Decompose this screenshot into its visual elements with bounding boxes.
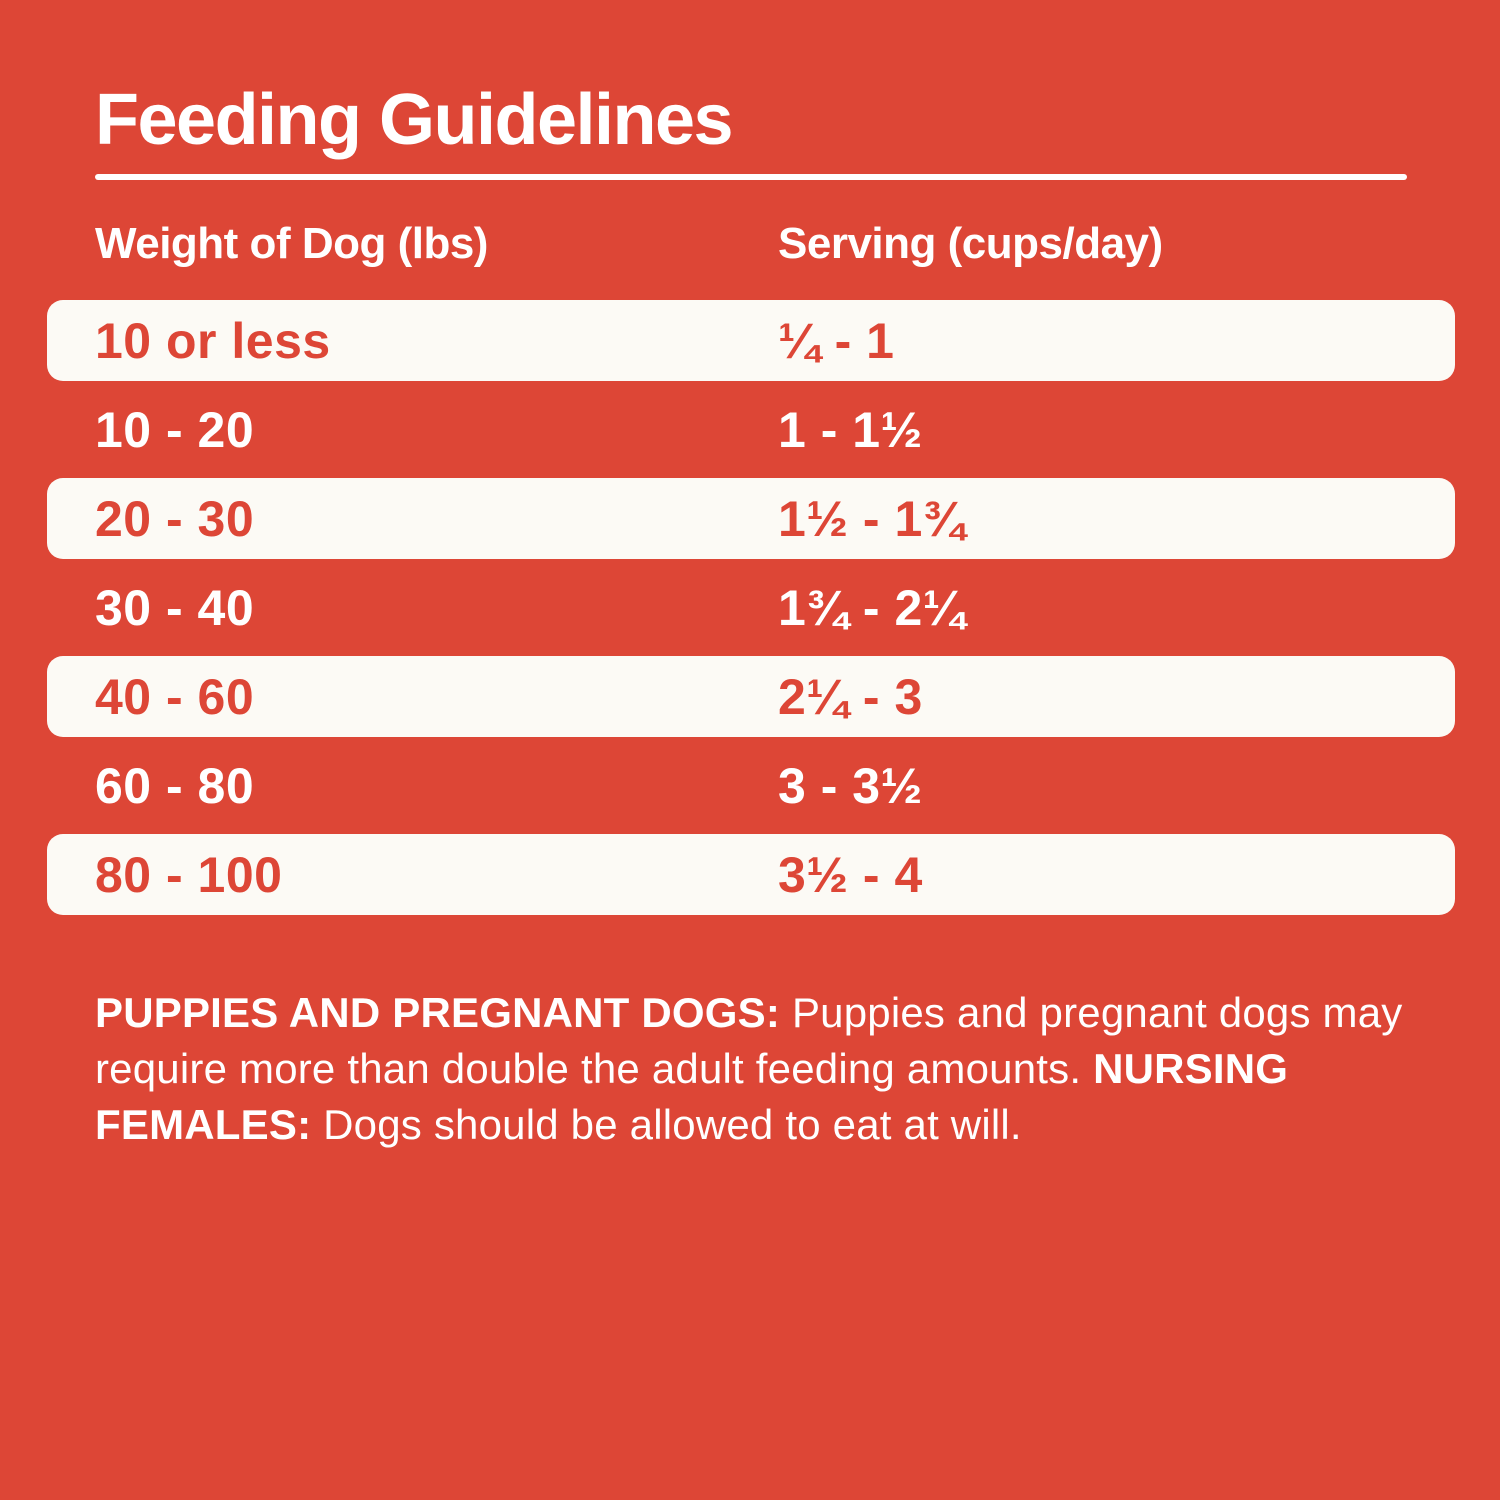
table-row: 20 - 30 1½ - 1¾ — [47, 478, 1455, 560]
column-header-serving: Serving (cups/day) — [778, 219, 1163, 268]
table-row: 60 - 80 3 - 3½ — [47, 741, 1455, 830]
title-underline — [95, 174, 1407, 180]
serving-cell: 1 - 1½ — [778, 401, 923, 458]
weight-cell: 40 - 60 — [95, 668, 255, 725]
serving-cell: 1½ - 1¾ — [778, 490, 965, 547]
page-title: Feeding Guidelines — [95, 80, 734, 160]
serving-cell: 3 - 3½ — [778, 757, 923, 814]
notes-bold-segment: NURSING FEMALES: — [95, 1045, 1289, 1149]
feeding-table: 10 or less ¼ - 1 10 - 20 1 - 1½ 20 - 30 … — [47, 296, 1455, 919]
weight-cell: 80 - 100 — [95, 846, 283, 903]
table-row: 80 - 100 3½ - 4 — [47, 834, 1455, 916]
serving-cell: 1¾ - 2¼ — [778, 579, 965, 636]
table-row: 10 or less ¼ - 1 — [47, 300, 1455, 382]
notes-bold-segment: PUPPIES AND PREGNANT DOGS: — [95, 989, 792, 1037]
serving-cell: 3½ - 4 — [778, 846, 923, 903]
weight-cell: 60 - 80 — [95, 757, 255, 814]
serving-cell: 2¼ - 3 — [778, 668, 923, 725]
table-header-row: Weight of Dog (lbs) Serving (cups/day) — [95, 219, 1440, 268]
serving-cell: ¼ - 1 — [778, 312, 895, 369]
feeding-notes: PUPPIES AND PREGNANT DOGS: Puppies and p… — [95, 985, 1425, 1153]
table-row: 30 - 40 1¾ - 2¼ — [47, 563, 1455, 652]
notes-text-segment: Dogs should be allowed to eat at will. — [323, 1101, 1022, 1149]
table-row: 40 - 60 2¼ - 3 — [47, 656, 1455, 738]
table-row: 10 - 20 1 - 1½ — [47, 385, 1455, 474]
notes-text-segment: Puppies and pregnant dogs may require mo… — [95, 989, 1403, 1093]
weight-cell: 10 or less — [95, 312, 331, 369]
weight-cell: 20 - 30 — [95, 490, 255, 547]
weight-cell: 10 - 20 — [95, 401, 255, 458]
column-header-weight: Weight of Dog (lbs) — [95, 219, 488, 268]
weight-cell: 30 - 40 — [95, 579, 255, 636]
